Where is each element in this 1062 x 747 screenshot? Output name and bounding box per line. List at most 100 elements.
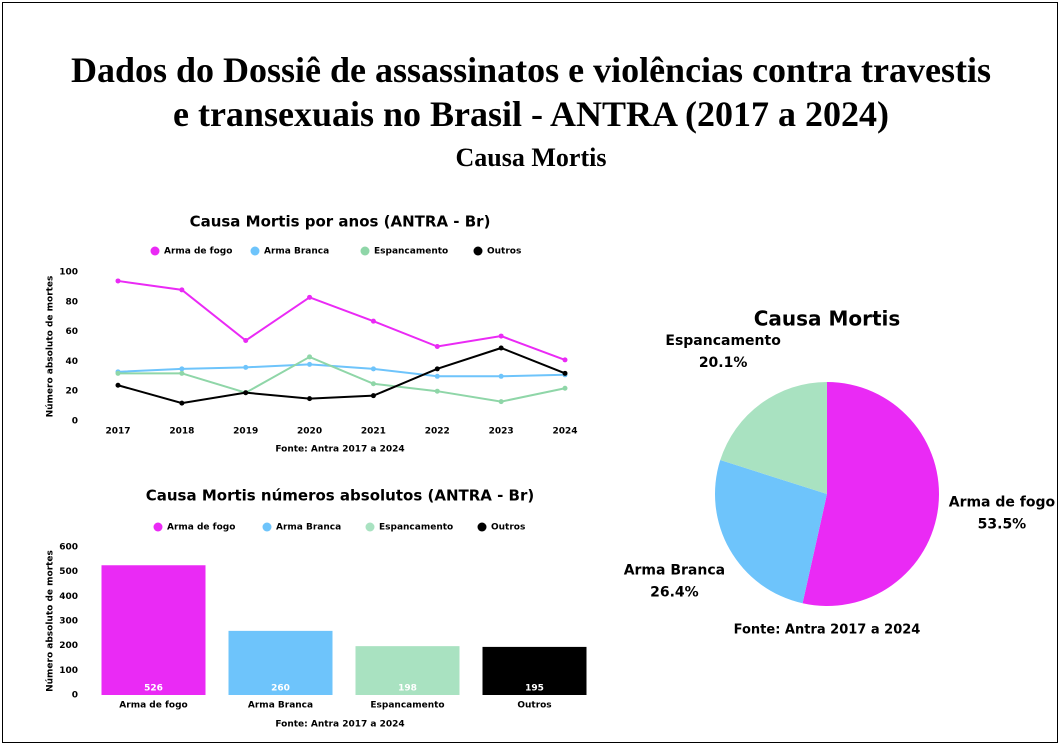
x-tick-label: 2017: [105, 427, 130, 437]
slice-value-label: 26.4%: [650, 585, 699, 601]
line: [118, 355, 566, 403]
point: [434, 388, 440, 394]
legend-label: Outros: [487, 247, 521, 257]
point: [307, 396, 313, 402]
point: [307, 361, 313, 367]
x-tick-label: Arma Branca: [248, 701, 313, 711]
legend-label: Arma de fogo: [167, 523, 235, 533]
chart-title: Causa Mortis: [754, 307, 901, 331]
legend-label: Arma Branca: [264, 247, 329, 257]
legend-swatch: [360, 246, 370, 256]
x-tick-label: 2023: [489, 427, 514, 437]
legend-label: Arma de fogo: [164, 247, 232, 257]
bar: [101, 565, 206, 695]
point: [307, 354, 313, 360]
legend-swatch: [250, 246, 260, 256]
pie-slice: [720, 382, 827, 494]
legend-label: Arma Branca: [276, 523, 341, 533]
source-note: Fonte: Antra 2017 a 2024: [275, 445, 404, 455]
y-tick-label: 400: [59, 592, 78, 602]
point: [243, 364, 249, 370]
source-note: Fonte: Antra 2017 a 2024: [734, 623, 921, 638]
slice-label: Espancamento: [665, 333, 781, 349]
page-subtitle: Causa Mortis: [455, 143, 607, 172]
page-title: Dados do Dossiê de assassinatos e violên…: [70, 50, 991, 134]
point: [434, 366, 440, 372]
point: [498, 373, 504, 379]
x-tick-label: 2020: [297, 427, 322, 437]
y-axis-label: Número absoluto de mortes: [46, 550, 56, 692]
bar: [355, 646, 460, 695]
x-tick-label: 2021: [361, 427, 386, 437]
slice-value-label: 20.1%: [699, 355, 748, 371]
point: [434, 373, 440, 379]
point: [179, 370, 185, 376]
point: [179, 400, 185, 406]
y-tick-label: 100: [59, 268, 78, 278]
x-tick-label: 2018: [169, 427, 194, 437]
y-tick-label: 0: [72, 691, 78, 701]
point: [562, 357, 568, 363]
bar-value-label: 195: [525, 684, 544, 694]
pie-slice: [802, 382, 939, 606]
bar-value-label: 198: [398, 684, 417, 694]
point: [498, 333, 504, 339]
x-tick-label: 2019: [233, 427, 258, 437]
y-tick-label: 600: [59, 543, 78, 553]
y-tick-label: 40: [65, 357, 78, 367]
legend-swatch: [153, 522, 163, 532]
y-tick-label: 300: [59, 617, 78, 627]
legend-swatch: [477, 522, 487, 532]
point: [115, 382, 121, 388]
slice-value-label: 53.5%: [978, 516, 1027, 532]
y-tick-label: 60: [65, 327, 78, 337]
y-tick-label: 0: [72, 417, 78, 427]
x-tick-label: Arma de fogo: [119, 701, 187, 711]
x-tick-label: 2022: [425, 427, 450, 437]
y-tick-label: 500: [59, 567, 78, 577]
y-axis-label: Número absoluto de mortes: [46, 276, 56, 418]
y-tick-label: 20: [65, 387, 78, 397]
line: [117, 346, 566, 405]
slice-label: Arma de fogo: [949, 494, 1056, 510]
point: [115, 370, 121, 376]
line: [117, 363, 566, 378]
chart-title: Causa Mortis por anos (ANTRA - Br): [190, 213, 491, 231]
legend-label: Outros: [491, 523, 525, 533]
point: [370, 318, 376, 324]
point: [370, 381, 376, 387]
y-tick-label: 200: [59, 641, 78, 651]
point: [562, 370, 568, 376]
y-tick-label: 80: [65, 297, 78, 307]
point: [179, 366, 185, 372]
bar: [228, 630, 333, 695]
x-tick-label: Outros: [517, 701, 551, 711]
point: [179, 287, 185, 293]
bar-value-label: 526: [144, 684, 163, 694]
x-tick-label: 2024: [552, 427, 577, 437]
point: [498, 399, 504, 405]
x-tick-label: Espancamento: [370, 701, 444, 711]
legend-label: Espancamento: [379, 523, 453, 533]
source-note: Fonte: Antra 2017 a 2024: [275, 720, 404, 730]
point: [434, 344, 440, 349]
legend-label: Espancamento: [374, 247, 448, 257]
slice-label: Arma Branca: [624, 563, 725, 579]
point: [562, 385, 568, 391]
point: [370, 393, 376, 399]
y-tick-label: 100: [59, 666, 78, 676]
point: [370, 366, 376, 372]
line: [117, 279, 566, 361]
bar-value-label: 260: [271, 684, 290, 694]
point: [243, 338, 249, 344]
legend-swatch: [365, 522, 375, 532]
pie-slice: [714, 460, 827, 604]
bar: [482, 646, 587, 695]
point: [243, 390, 249, 396]
legend-swatch: [262, 522, 272, 532]
point: [307, 294, 313, 300]
point: [498, 345, 504, 351]
